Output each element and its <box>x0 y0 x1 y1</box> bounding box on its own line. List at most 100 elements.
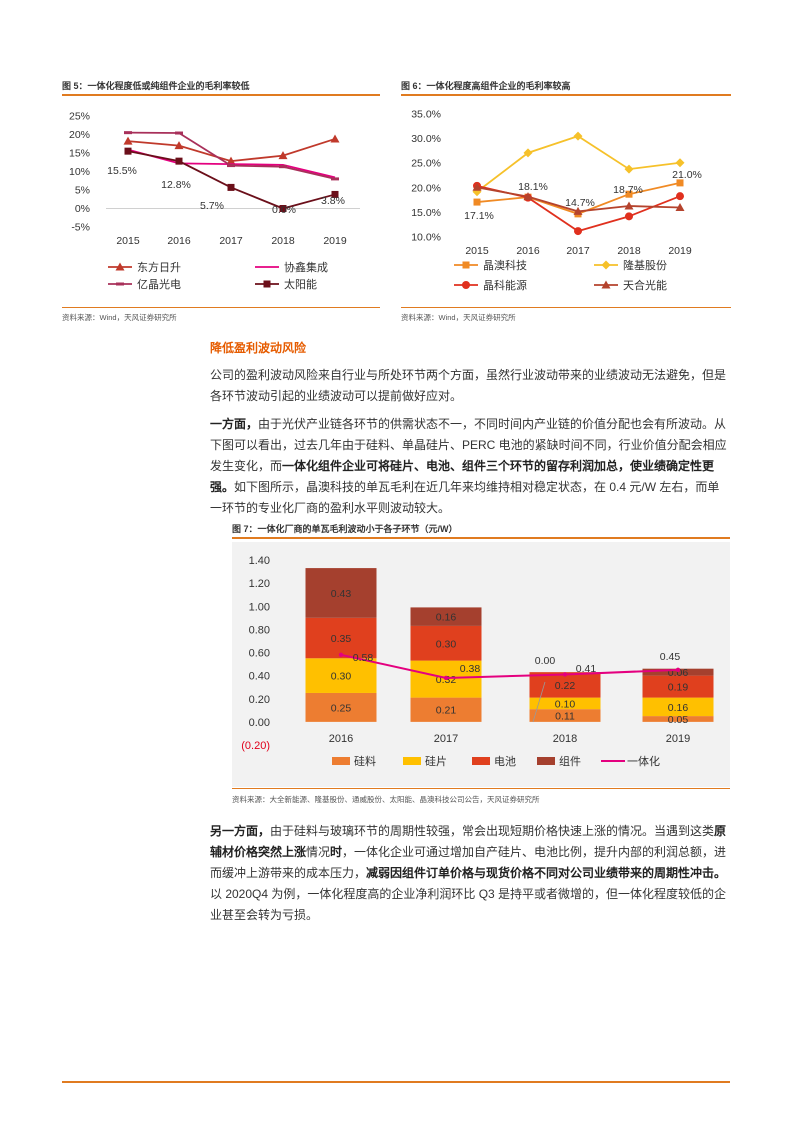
fig7-xtick-label: 2018 <box>553 733 577 745</box>
fig7-bar-segment <box>305 568 377 618</box>
fig7-line-point <box>443 675 449 681</box>
fig5-ytick-label: 0% <box>75 203 90 215</box>
fig6-point <box>472 187 482 197</box>
fig7-ytick-label: 1.40 <box>249 555 270 567</box>
fig6-point <box>625 190 633 198</box>
fig7-bar-segment <box>642 716 714 722</box>
fig6-title: 图 6：一体化程度高组件企业的毛利率较高 <box>401 81 571 91</box>
fig6-source: 资料来源：Wind，天风证券研究所 <box>401 313 516 322</box>
fig5-data-label: 3.8% <box>321 195 345 207</box>
fig6-point <box>473 198 481 206</box>
fig7-bar-label: 0.00 <box>535 655 556 667</box>
fig7-line-point <box>675 667 681 673</box>
fig6-xtick-label: 2015 <box>465 245 489 257</box>
fig7-leader-line <box>532 681 546 723</box>
fig6-data-label: 17.1% <box>464 210 494 222</box>
fig7-line-point <box>338 652 344 658</box>
fig7-line-label: 0.41 <box>576 663 597 675</box>
p2-text-b: 如下图所示，晶澳科技的单瓦毛利在近几年来均维持相对稳定状态，在 0.4 元/W … <box>210 480 720 515</box>
fig5-data-label: 12.8% <box>161 179 191 191</box>
fig6-point <box>624 201 634 210</box>
p2-text-a: 由于光伏产业链各环节的供需状态不一，不同时间内产业链的价值分配也会有所波动。从下… <box>210 417 727 473</box>
fig7-chart: 1.40 1.20 1.00 0.80 0.60 0.40 0.20 0.00 (0.20) 20… <box>232 542 730 787</box>
fig7-bar-segment <box>305 658 377 693</box>
fig7-bar-segment <box>305 617 377 659</box>
fig7-bar-segment <box>410 697 482 722</box>
fig7-bar-segment <box>642 668 714 676</box>
fig6-legend-label: 晶澳科技 <box>483 258 527 272</box>
fig5-legend-label: 亿晶光电 <box>137 277 181 291</box>
fig5-point <box>175 157 183 165</box>
fig7-xtick-label: 2019 <box>666 733 690 745</box>
fig7-bar-label: 0.22 <box>555 680 576 692</box>
fig7-legend-label: 硅片 <box>425 755 447 768</box>
p3-bold-3: 时 <box>330 845 343 859</box>
fig6-xtick-label: 2017 <box>566 245 590 257</box>
fig7-bar-label: 0.16 <box>436 612 457 624</box>
fig5-legend-marker <box>115 262 125 271</box>
fig7-bar-segment <box>410 607 482 626</box>
fig7-ytick-label: 0.40 <box>249 671 270 683</box>
fig5-chart: 25% 20% 15% 10% 5% 0% -5% 2015 2016 2017 2018 2019 1… <box>69 111 360 291</box>
fig7-legend-swatch <box>403 757 421 765</box>
fig7-bar-segment <box>529 709 601 722</box>
section-heading: 降低盈利波动风险 <box>210 341 307 355</box>
fig6-xtick-label: 2019 <box>668 245 692 257</box>
fig5-ytick-label: 10% <box>69 166 90 178</box>
fig6-xtick-label: 2016 <box>516 245 540 257</box>
fig7-bar-segment <box>642 697 714 717</box>
fig6-point <box>676 192 684 201</box>
fig5-ytick-label: 25% <box>69 111 90 123</box>
fig6-data-label: 21.0% <box>672 169 702 181</box>
fig7-bar-label: 0.35 <box>331 633 352 645</box>
fig5-data-label: 15.5% <box>107 165 137 177</box>
fig6-point <box>625 212 633 221</box>
fig6-bottom-rule <box>401 307 731 308</box>
fig5-point <box>124 147 132 155</box>
p3-bold-4: 减弱因组件订单价格与现货价格不同对公司业绩带来的周期性冲击。 <box>366 866 727 880</box>
fig5-ytick-label: 5% <box>75 185 90 197</box>
fig5-point <box>278 151 288 160</box>
p3-text-a: 由于硅料与玻璃环节的周期性较强，常会出现短期价格快速上涨的情况。当遇到这类 <box>270 824 715 838</box>
fig6-point <box>624 164 634 174</box>
fig6-point <box>523 192 533 201</box>
fig7-bar-label: 0.11 <box>555 711 575 723</box>
fig7-title-rule <box>232 537 730 539</box>
p1-text: 公司的盈利波动风险来自行业与所处环节两个方面，虽然行业波动带来的业绩波动无法避免… <box>210 368 727 403</box>
fig7-bar-label: 0.30 <box>436 638 457 650</box>
fig7-bar-label: 0.43 <box>331 588 352 600</box>
fig7-legend-swatch <box>332 757 350 765</box>
p2-bold-1: 一方面， <box>210 417 259 431</box>
fig5-legend-label: 太阳能 <box>284 277 317 291</box>
fig6-ytick-label: 15.0% <box>411 207 441 219</box>
fig6-legend-marker <box>601 280 611 289</box>
fig7-bar-label: 0.30 <box>331 671 352 683</box>
fig7-bar-label: 0.19 <box>668 682 689 694</box>
fig6-series-line <box>476 135 681 193</box>
fig5-point <box>330 134 340 143</box>
fig7-bar-segment <box>642 675 714 698</box>
fig7-line-point <box>562 672 568 677</box>
fig7-line-label: 0.45 <box>660 651 681 663</box>
fig7-source: 资料来源：大全新能源、隆基股份、通威股份、太阳能、晶澳科技公司公告，天风证券研究… <box>232 795 540 804</box>
fig7-line-label: 0.38 <box>460 663 481 675</box>
fig7-legend-label: 硅料 <box>354 754 376 768</box>
fig7-ytick-label: 0.20 <box>249 694 270 706</box>
paragraph-3: 另一方面，由于硅料与玻璃环节的周期性较强，常会出现短期价格快速上涨的情况。当遇到… <box>210 821 730 926</box>
fig5-bottom-rule <box>62 307 380 308</box>
fig6-legend-marker <box>462 261 470 269</box>
fig7-ytick-label: 0.60 <box>249 648 270 660</box>
fig7-bar-label: 0.10 <box>555 698 576 710</box>
fig5-xtick-label: 2015 <box>116 235 140 247</box>
fig7-legend-line-label: 一体化 <box>627 754 660 768</box>
fig5-ytick-label: 15% <box>69 148 90 160</box>
fig5-point <box>227 183 235 191</box>
fig6-point <box>574 227 582 236</box>
fig7-legend-swatch <box>537 757 555 765</box>
fig7-bar-label: 0.05 <box>668 714 689 726</box>
fig6-legend-label: 天合光能 <box>623 278 667 292</box>
fig7-bar-segment <box>410 625 482 661</box>
footer-rule <box>62 1081 730 1083</box>
fig6-point <box>675 202 685 211</box>
fig6-legend-label: 隆基股份 <box>623 258 667 272</box>
